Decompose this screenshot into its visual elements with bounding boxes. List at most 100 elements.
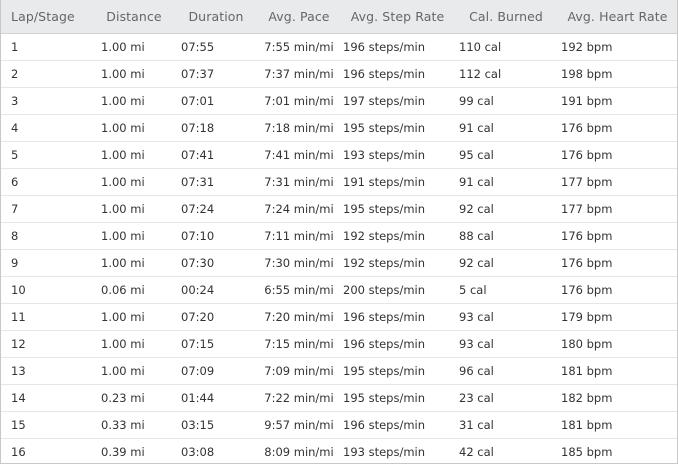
avg-heart-rate-cell: 176 bpm xyxy=(558,114,677,142)
table-row: 16 0.39 mi 03:08 8:09 min/mi 193 steps/min 42… xyxy=(1,439,677,464)
avg-pace-cell: 7:24 min/mi xyxy=(257,195,341,223)
distance-cell: 0.06 mi xyxy=(93,276,175,304)
distance-cell: 1.00 mi xyxy=(93,330,175,358)
lap-stage-cell: 9 xyxy=(1,249,93,277)
column-header-distance[interactable]: Distance xyxy=(93,0,175,34)
distance-cell: 1.00 mi xyxy=(93,222,175,250)
cal-burned-cell: 99 cal xyxy=(454,87,558,115)
avg-heart-rate-cell: 176 bpm xyxy=(558,249,677,277)
distance-cell: 1.00 mi xyxy=(93,114,175,142)
table-row: 5 1.00 mi 07:41 7:41 min/mi 193 steps/min 95 … xyxy=(1,141,677,169)
avg-step-rate-cell: 200 steps/min xyxy=(341,276,454,304)
avg-heart-rate-cell: 181 bpm xyxy=(558,411,677,439)
lap-stage-cell: 7 xyxy=(1,195,93,223)
table-row: 8 1.00 mi 07:10 7:11 min/mi 192 steps/min 88 … xyxy=(1,222,677,250)
table-row: 3 1.00 mi 07:01 7:01 min/mi 197 steps/min 99 … xyxy=(1,87,677,115)
distance-cell: 1.00 mi xyxy=(93,141,175,169)
cal-burned-cell: 110 cal xyxy=(454,33,558,61)
avg-pace-cell: 9:57 min/mi xyxy=(257,411,341,439)
cal-burned-cell: 88 cal xyxy=(454,222,558,250)
duration-cell: 07:09 xyxy=(175,357,257,385)
duration-cell: 07:15 xyxy=(175,330,257,358)
table-row: 10 0.06 mi 00:24 6:55 min/mi 200 steps/min 5 … xyxy=(1,276,677,304)
avg-pace-cell: 7:09 min/mi xyxy=(257,357,341,385)
lap-stage-cell: 10 xyxy=(1,276,93,304)
lap-stage-cell: 16 xyxy=(11,445,26,459)
duration-cell: 07:30 xyxy=(175,249,257,277)
avg-step-rate-cell: 192 steps/min xyxy=(341,222,454,250)
cal-burned-cell: 92 cal xyxy=(454,195,558,223)
avg-step-rate-cell: 193 steps/min xyxy=(341,141,454,169)
duration-cell: 03:08 xyxy=(181,445,215,459)
avg-heart-rate-cell: 176 bpm xyxy=(558,276,677,304)
lap-stage-cell: 4 xyxy=(1,114,93,142)
distance-cell: 1.00 mi xyxy=(93,33,175,61)
avg-heart-rate-cell: 180 bpm xyxy=(558,330,677,358)
avg-step-rate-cell: 195 steps/min xyxy=(341,195,454,223)
table-row: 13 1.00 mi 07:09 7:09 min/mi 195 steps/min 96… xyxy=(1,357,677,385)
lap-stage-cell: 14 xyxy=(1,384,93,412)
distance-cell: 0.23 mi xyxy=(93,384,175,412)
avg-heart-rate-cell: 192 bpm xyxy=(558,33,677,61)
avg-pace-cell: 7:15 min/mi xyxy=(257,330,341,358)
column-header-avg-heart-rate[interactable]: Avg. Heart Rate xyxy=(558,0,677,34)
column-header-duration[interactable]: Duration xyxy=(175,0,257,34)
avg-pace-cell: 6:55 min/mi xyxy=(257,276,341,304)
duration-cell: 07:37 xyxy=(175,60,257,88)
duration-cell: 07:20 xyxy=(175,303,257,331)
cal-burned-cell: 42 cal xyxy=(459,445,494,459)
table-row: 12 1.00 mi 07:15 7:15 min/mi 196 steps/min 93… xyxy=(1,330,677,358)
distance-cell: 1.00 mi xyxy=(93,60,175,88)
avg-heart-rate-cell: 176 bpm xyxy=(558,141,677,169)
duration-cell: 07:55 xyxy=(175,33,257,61)
avg-step-rate-cell: 197 steps/min xyxy=(341,87,454,115)
distance-cell: 1.00 mi xyxy=(93,303,175,331)
distance-cell: 1.00 mi xyxy=(93,168,175,196)
avg-step-rate-cell: 196 steps/min xyxy=(341,411,454,439)
lap-stage-cell: 2 xyxy=(1,60,93,88)
table-row: 2 1.00 mi 07:37 7:37 min/mi 196 steps/min 112… xyxy=(1,60,677,88)
table-header: Lap/Stage Distance Duration Avg. Pace Av… xyxy=(1,0,677,34)
avg-heart-rate-cell: 176 bpm xyxy=(558,222,677,250)
table-row: 6 1.00 mi 07:31 7:31 min/mi 191 steps/min 91 … xyxy=(1,168,677,196)
avg-pace-cell: 7:30 min/mi xyxy=(257,249,341,277)
avg-pace-cell: 8:09 min/mi xyxy=(264,445,334,459)
lap-stage-cell: 13 xyxy=(1,357,93,385)
table-row: 15 0.33 mi 03:15 9:57 min/mi 196 steps/min 31… xyxy=(1,411,677,439)
avg-step-rate-cell: 192 steps/min xyxy=(341,249,454,277)
column-header-avg-pace[interactable]: Avg. Pace xyxy=(257,0,341,34)
cal-burned-cell: 112 cal xyxy=(454,60,558,88)
lap-stage-cell: 6 xyxy=(1,168,93,196)
column-header-cal-burned[interactable]: Cal. Burned xyxy=(454,0,558,34)
avg-pace-cell: 7:01 min/mi xyxy=(257,87,341,115)
lap-stage-cell: 3 xyxy=(1,87,93,115)
avg-heart-rate-cell: 177 bpm xyxy=(558,195,677,223)
lap-stage-cell: 12 xyxy=(1,330,93,358)
duration-cell: 00:24 xyxy=(175,276,257,304)
lap-stage-cell: 8 xyxy=(1,222,93,250)
avg-heart-rate-cell: 177 bpm xyxy=(558,168,677,196)
avg-step-rate-cell: 196 steps/min xyxy=(341,330,454,358)
column-header-lap-stage[interactable]: Lap/Stage xyxy=(1,0,93,34)
table-body: 1 1.00 mi 07:55 7:55 min/mi 196 steps/min 110… xyxy=(1,33,677,464)
cal-burned-cell: 23 cal xyxy=(454,384,558,412)
avg-heart-rate-cell: 191 bpm xyxy=(558,87,677,115)
table-row: 7 1.00 mi 07:24 7:24 min/mi 195 steps/min 92 … xyxy=(1,195,677,223)
avg-step-rate-cell: 196 steps/min xyxy=(341,303,454,331)
avg-heart-rate-cell: 181 bpm xyxy=(558,357,677,385)
cal-burned-cell: 93 cal xyxy=(454,330,558,358)
duration-cell: 07:31 xyxy=(175,168,257,196)
avg-step-rate-cell: 196 steps/min xyxy=(341,33,454,61)
avg-pace-cell: 7:18 min/mi xyxy=(257,114,341,142)
avg-step-rate-cell: 196 steps/min xyxy=(341,60,454,88)
table-row: 1 1.00 mi 07:55 7:55 min/mi 196 steps/min 110… xyxy=(1,33,677,61)
cal-burned-cell: 5 cal xyxy=(454,276,558,304)
avg-heart-rate-cell: 198 bpm xyxy=(558,60,677,88)
cal-burned-cell: 96 cal xyxy=(454,357,558,385)
duration-cell: 07:01 xyxy=(175,87,257,115)
column-header-avg-step-rate[interactable]: Avg. Step Rate xyxy=(341,0,454,34)
avg-pace-cell: 7:55 min/mi xyxy=(257,33,341,61)
avg-step-rate-cell: 195 steps/min xyxy=(341,384,454,412)
